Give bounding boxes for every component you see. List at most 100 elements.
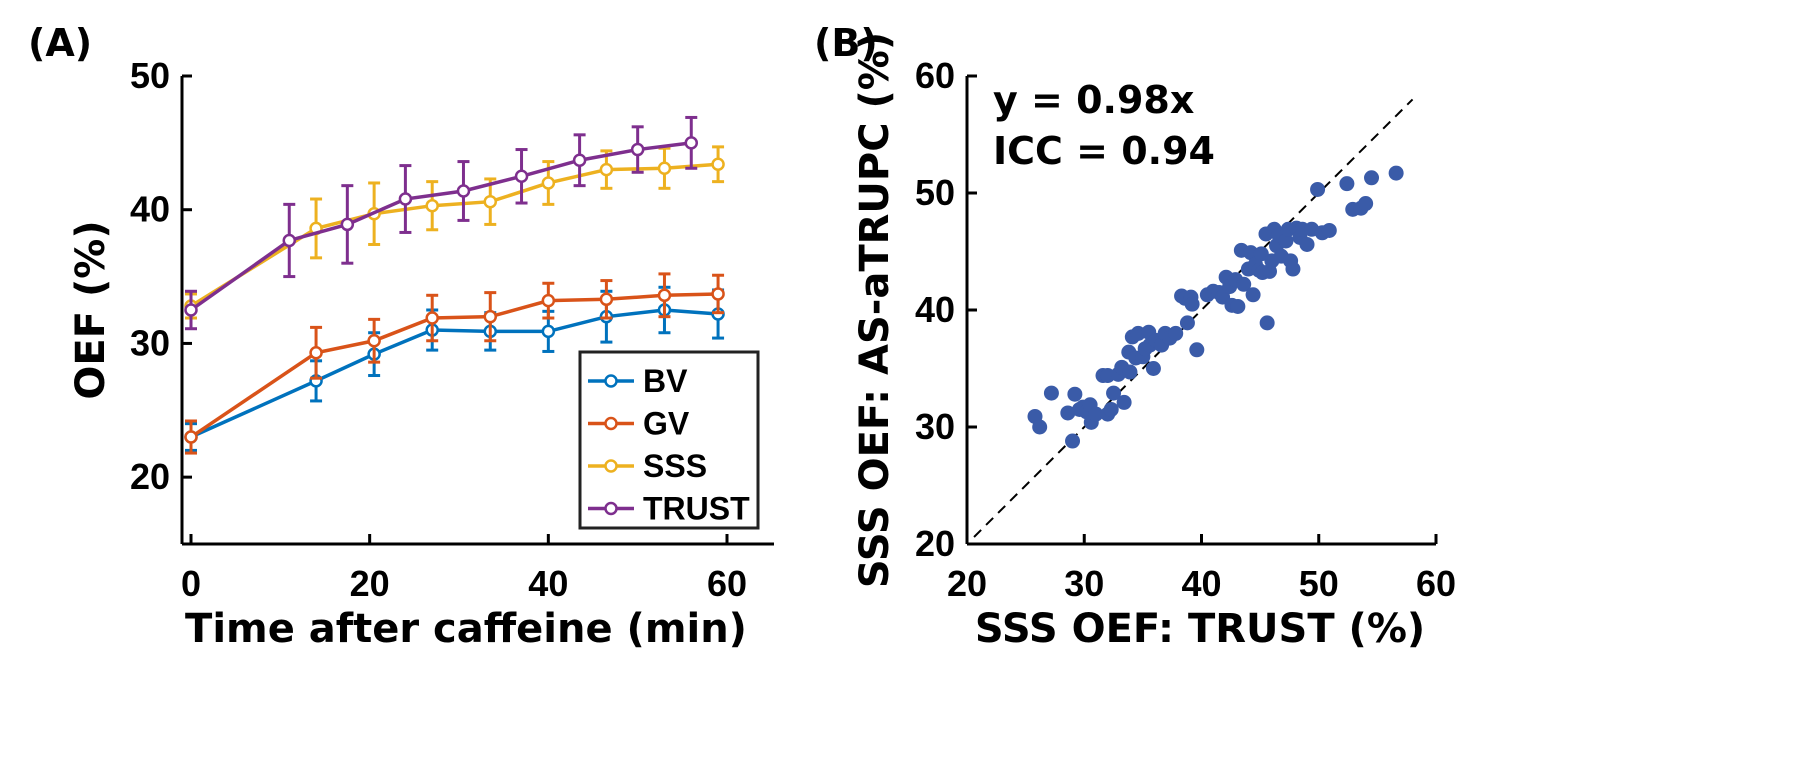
scatter-point <box>1278 233 1294 249</box>
scatter-point <box>1032 419 1048 435</box>
data-point <box>684 136 699 150</box>
data-point <box>456 184 471 198</box>
panel-b-y-label: SSS OEF: AS-aTRUPC (%) <box>852 32 898 588</box>
x-tick-label: 40 <box>1181 563 1221 604</box>
data-point <box>711 287 725 301</box>
y-tick-label: 40 <box>130 189 170 230</box>
legend-swatch-marker <box>604 416 618 431</box>
panel-a: 20 30 40 50 0 20 40 60 Time after caffeine (mi… <box>68 55 774 652</box>
legend-label: TRUST <box>643 491 750 527</box>
data-point <box>184 430 198 444</box>
panel-a-x-label: Time after caffeine (min) <box>185 606 747 652</box>
icc-value: ICC = 0.94 <box>993 129 1215 173</box>
x-tick-label: 20 <box>947 563 987 604</box>
legend-entry-trust: TRUST <box>588 491 750 527</box>
x-tick-label: 60 <box>1416 563 1456 604</box>
scatter-point <box>1285 261 1301 277</box>
scatter-point <box>1364 170 1380 186</box>
scatter-point <box>1299 236 1315 252</box>
data-point <box>541 176 556 190</box>
scatter-point <box>1339 176 1355 192</box>
x-tick-label: 60 <box>707 563 747 604</box>
panel-b-x-ticks: 20 30 40 50 60 <box>947 534 1456 604</box>
data-point <box>282 233 297 248</box>
data-point <box>340 217 355 232</box>
scatter-point <box>1122 364 1138 380</box>
data-point <box>483 309 498 324</box>
data-point <box>630 142 645 157</box>
x-tick-label: 30 <box>1064 563 1104 604</box>
legend-swatch-marker <box>604 459 618 473</box>
data-point <box>483 194 498 209</box>
scatter-point <box>1230 298 1246 314</box>
legend: BV GV SSS TRUST <box>578 350 760 530</box>
scatter-point <box>1189 342 1205 358</box>
y-tick-label: 30 <box>130 322 170 363</box>
scatter-point <box>1259 315 1275 331</box>
panel-a-label: (A) <box>28 21 92 65</box>
data-point <box>309 346 323 360</box>
data-point <box>599 292 614 307</box>
legend-entry-bv: BV <box>588 363 688 399</box>
legend-entry-gv: GV <box>588 406 690 442</box>
data-point <box>425 311 439 325</box>
data-point <box>184 303 198 317</box>
series-gv <box>184 272 725 455</box>
data-point <box>398 192 413 206</box>
y-tick-label: 40 <box>915 289 955 330</box>
legend-label: GV <box>643 406 690 442</box>
scatter-point <box>1088 406 1104 422</box>
legend-swatch-marker <box>604 501 618 516</box>
scatter-point <box>1184 296 1200 312</box>
scatter-point <box>1065 433 1081 449</box>
y-tick-label: 50 <box>130 55 170 96</box>
scatter-point <box>1388 165 1404 181</box>
panel-b: 20 30 40 50 60 20 30 40 50 60 y = 0.98x ICC = 0.… <box>852 32 1456 652</box>
panel-a-y-ticks: 20 30 40 50 <box>130 55 192 497</box>
data-point <box>425 198 439 213</box>
legend-label: SSS <box>643 448 707 484</box>
scatter-point <box>1253 246 1269 262</box>
panel-a-x-ticks: 0 20 40 60 <box>181 534 747 604</box>
y-tick-label: 60 <box>915 55 955 96</box>
scatter-point <box>1179 315 1195 331</box>
panel-b-points <box>1027 165 1404 449</box>
series-trust <box>184 115 699 331</box>
data-point <box>541 293 556 308</box>
series-line <box>190 162 719 308</box>
data-point <box>657 288 672 303</box>
scatter-point <box>1245 287 1261 303</box>
panel-a-series <box>184 115 725 455</box>
y-tick-label: 20 <box>915 523 955 564</box>
data-point <box>367 334 381 348</box>
x-tick-label: 20 <box>350 563 390 604</box>
scatter-point <box>1358 196 1374 212</box>
panel-b-x-label: SSS OEF: TRUST (%) <box>975 606 1425 652</box>
panel-b-y-ticks: 20 30 40 50 60 <box>915 55 977 564</box>
x-tick-label: 50 <box>1299 563 1339 604</box>
x-tick-label: 40 <box>528 563 568 604</box>
data-point <box>514 169 529 184</box>
panel-a-y-label: OEF (%) <box>68 220 114 399</box>
legend-swatch-marker <box>604 374 618 388</box>
scatter-point <box>1067 386 1083 402</box>
data-point <box>711 157 725 172</box>
x-tick-label: 0 <box>181 563 201 604</box>
data-point <box>541 324 556 339</box>
legend-label: BV <box>643 363 688 399</box>
scatter-point <box>1043 385 1059 401</box>
scatter-point <box>1060 405 1076 421</box>
scatter-point <box>1145 361 1161 376</box>
legend-entry-sss: SSS <box>588 448 707 484</box>
identity-reference-line <box>973 98 1414 538</box>
y-tick-label: 30 <box>915 406 955 447</box>
scatter-point <box>1168 325 1184 341</box>
data-point <box>599 162 614 177</box>
data-point <box>572 153 587 167</box>
scatter-point <box>1236 276 1252 292</box>
y-tick-label: 50 <box>915 172 955 213</box>
scatter-point <box>1103 401 1119 417</box>
data-point <box>657 161 672 176</box>
panel-b-label: (B) <box>814 21 878 65</box>
